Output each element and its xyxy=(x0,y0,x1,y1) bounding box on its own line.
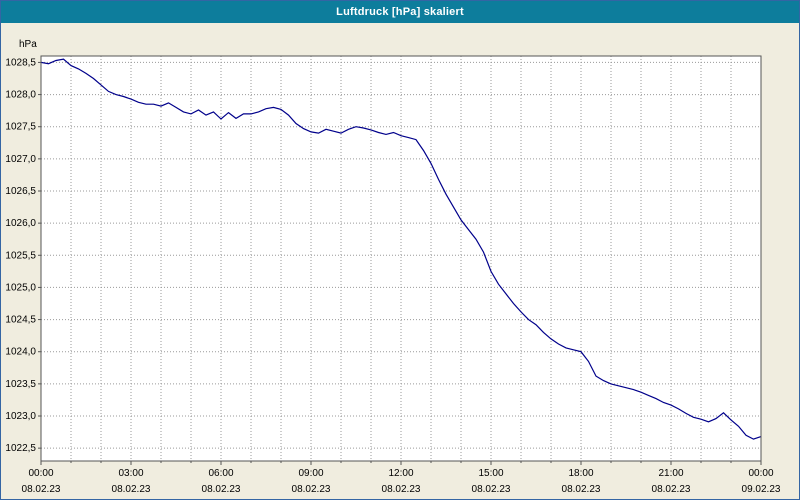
y-tick-label: 1023,0 xyxy=(5,411,36,422)
x-tick-time-label: 15:00 xyxy=(478,468,503,479)
y-tick-label: 1023,5 xyxy=(5,379,36,390)
y-tick-label: 1025,0 xyxy=(5,282,36,293)
y-tick-label: 1022,5 xyxy=(5,443,36,454)
chart-area: 1028,5 1028,0 1027,5 1027,0 1026,5 1026,0 1025… xyxy=(1,23,799,499)
x-tick-time-label: 00:00 xyxy=(748,468,773,479)
x-tick-time-label: 06:00 xyxy=(208,468,233,479)
x-axis-labels: 00:00 08.02.23 03:00 08.02.23 06:00 08.02.23 0… xyxy=(22,461,781,495)
window-title: Luftdruck [hPa] skaliert xyxy=(336,6,464,18)
x-tick-date-label: 08.02.23 xyxy=(22,484,61,495)
y-tick-label: 1024,5 xyxy=(5,315,36,326)
y-tick-label: 1025,5 xyxy=(5,250,36,261)
x-tick-time-label: 21:00 xyxy=(658,468,683,479)
x-tick-time-label: 03:00 xyxy=(118,468,143,479)
pressure-line xyxy=(40,58,762,440)
x-tick-date-label: 08.02.23 xyxy=(472,484,511,495)
x-tick-time-label: 18:00 xyxy=(568,468,593,479)
y-axis-unit-label: hPa xyxy=(19,39,37,50)
y-tick-label: 1026,0 xyxy=(5,218,36,229)
y-axis-labels: 1028,5 1028,0 1027,5 1027,0 1026,5 1026,0 1025… xyxy=(5,57,41,454)
y-tick-label: 1028,0 xyxy=(5,90,36,101)
x-tick-date-label: 08.02.23 xyxy=(292,484,331,495)
x-tick-time-label: 12:00 xyxy=(388,468,413,479)
grid-lines xyxy=(41,56,761,461)
x-tick-date-label: 08.02.23 xyxy=(382,484,421,495)
x-tick-date-label: 08.02.23 xyxy=(652,484,691,495)
x-tick-date-label: 08.02.23 xyxy=(112,484,151,495)
x-tick-date-label: 09.02.23 xyxy=(742,484,781,495)
y-tick-label: 1026,5 xyxy=(5,186,36,197)
pressure-line-chart: 1028,5 1028,0 1027,5 1027,0 1026,5 1026,0 1025… xyxy=(5,39,781,495)
title-bar: Luftdruck [hPa] skaliert xyxy=(1,1,799,23)
y-tick-label: 1028,5 xyxy=(5,57,36,68)
x-tick-time-label: 00:00 xyxy=(28,468,53,479)
y-tick-label: 1027,5 xyxy=(5,122,36,133)
y-tick-label: 1024,0 xyxy=(5,347,36,358)
x-tick-time-label: 09:00 xyxy=(298,468,323,479)
y-tick-label: 1027,0 xyxy=(5,154,36,165)
plot-area xyxy=(41,56,761,461)
x-tick-date-label: 08.02.23 xyxy=(202,484,241,495)
x-tick-date-label: 08.02.23 xyxy=(562,484,601,495)
